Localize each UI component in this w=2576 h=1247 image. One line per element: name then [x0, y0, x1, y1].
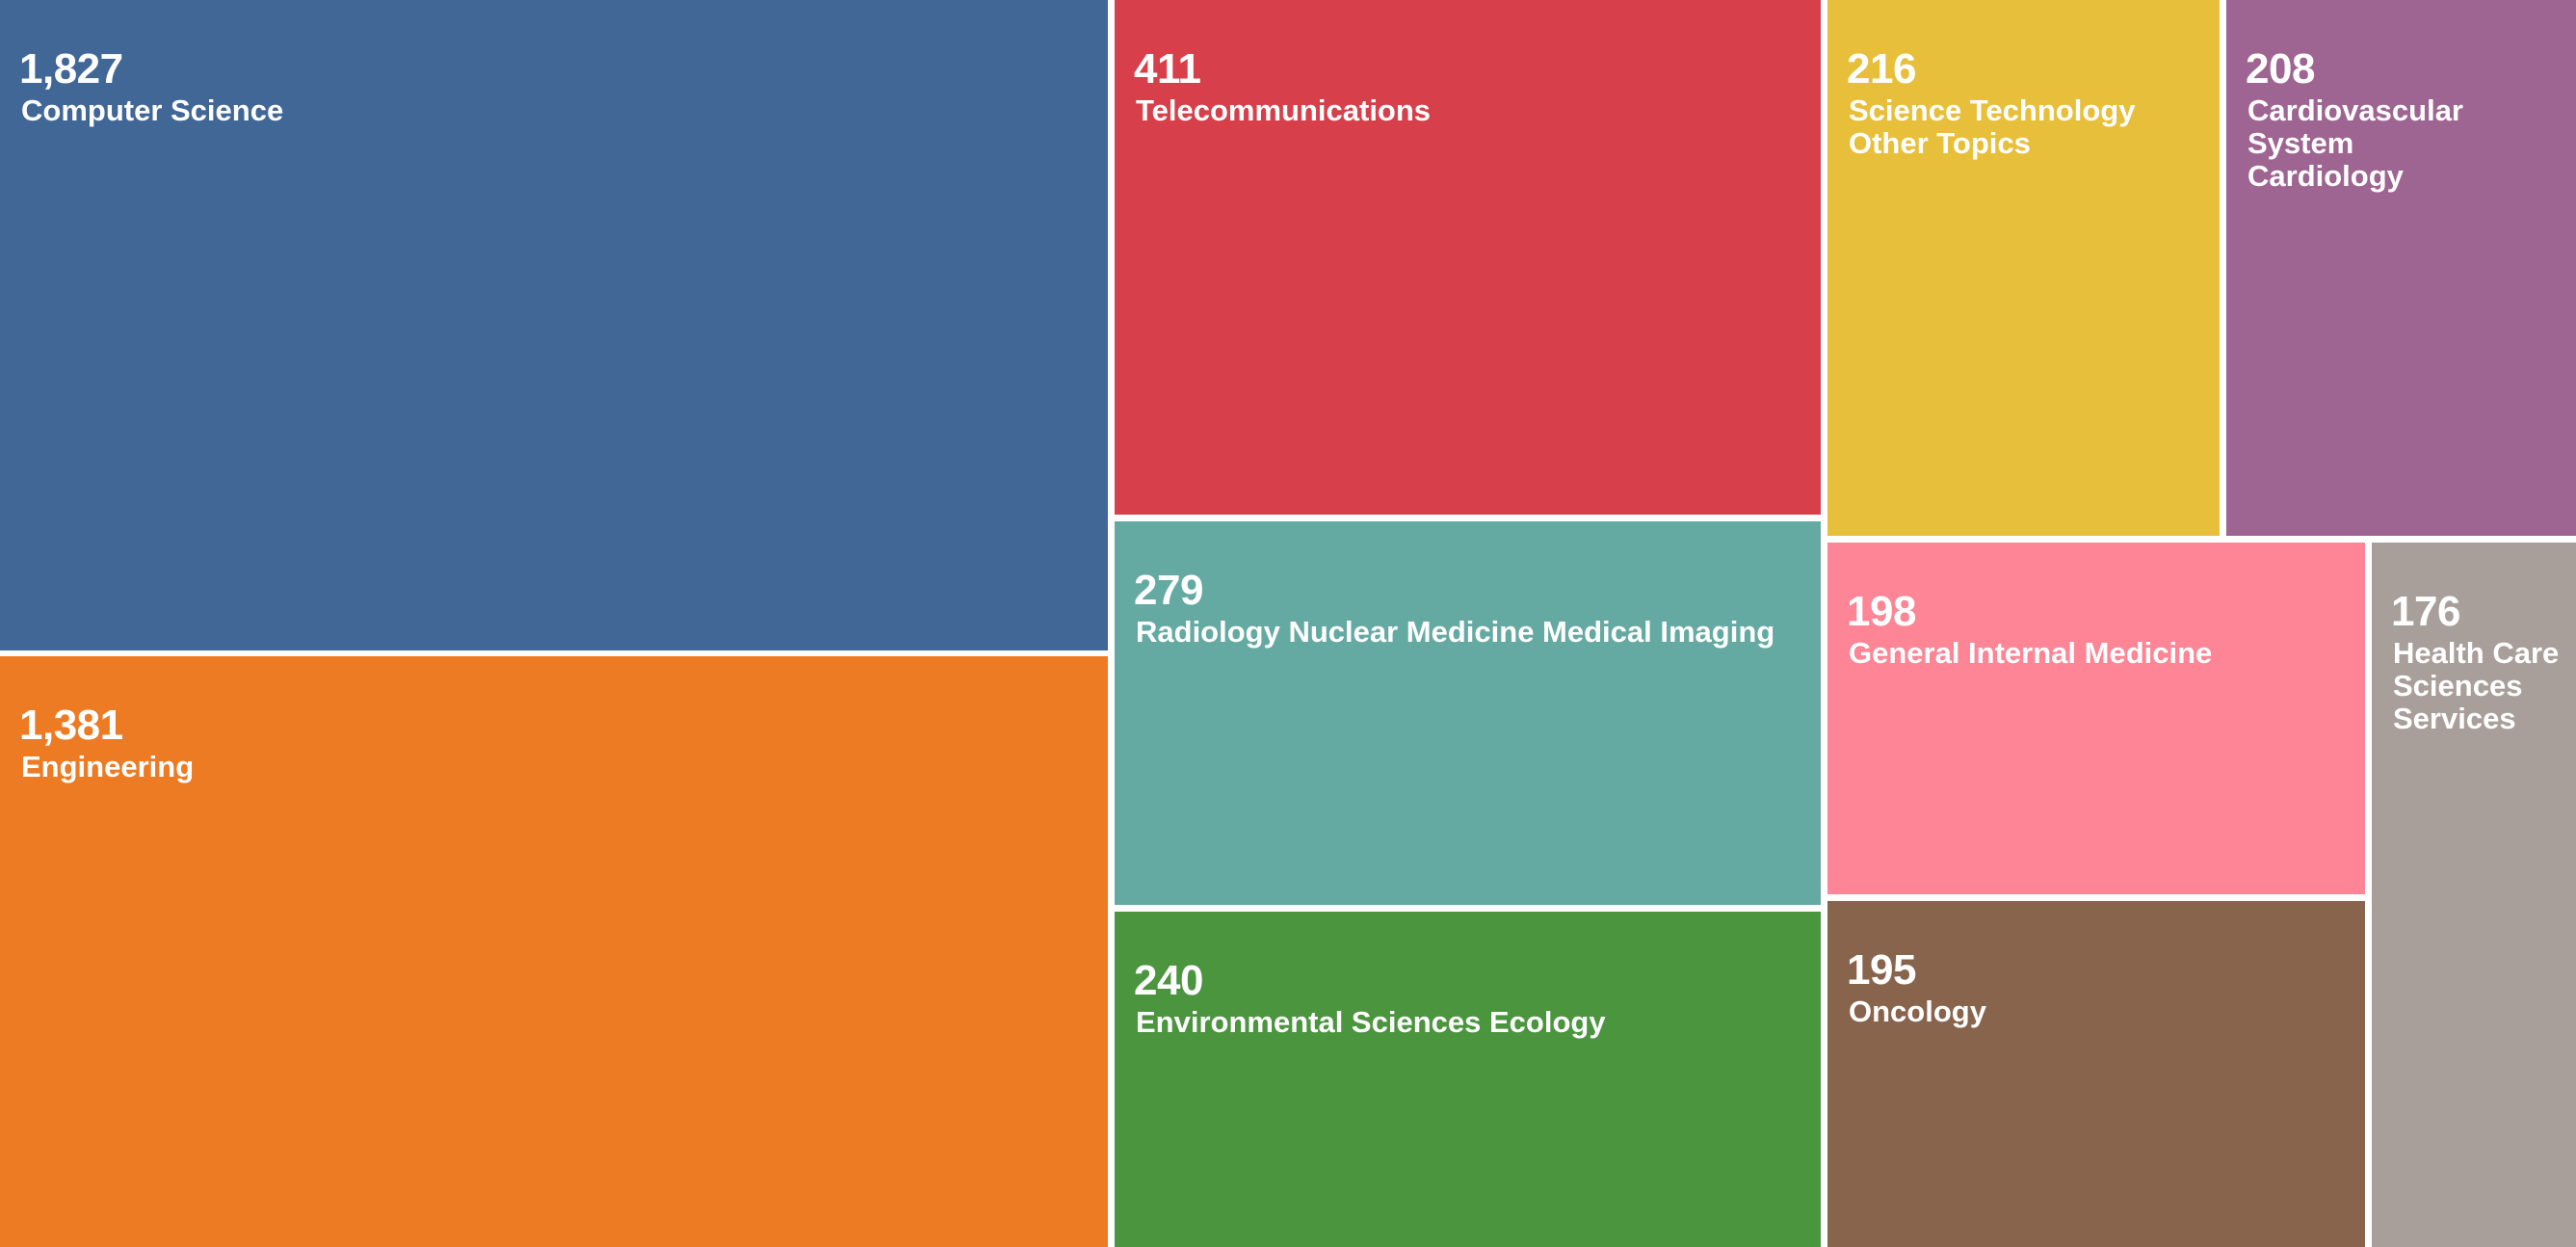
tile-label: Telecommunications [1136, 93, 1432, 127]
tile-general-internal-medicine[interactable]: 198 General Internal Medicine [1827, 543, 2365, 894]
tile-label: Environmental Sciences Ecology [1136, 1005, 1606, 1039]
tile-label: Health Care Sciences Services [2393, 636, 2560, 735]
tile-label: Science Technology Other Topics [1849, 93, 2136, 160]
tile-label: Oncology [1849, 995, 1986, 1028]
tile-label: Radiology Nuclear Medicine Medical Imagi… [1136, 615, 1775, 649]
tile-value: 208 [2246, 45, 2315, 93]
tile-radiology[interactable]: 279 Radiology Nuclear Medicine Medical I… [1115, 521, 1821, 905]
tile-cardiovascular[interactable]: 208 Cardiovascular System Cardiology [2226, 0, 2576, 536]
tile-label: Engineering [21, 750, 195, 783]
tile-health-care-sciences[interactable]: 176 Health Care Sciences Services [2372, 543, 2576, 1247]
tile-oncology[interactable]: 195 Oncology [1827, 901, 2365, 1247]
tile-telecommunications[interactable]: 411 Telecommunications [1115, 0, 1821, 515]
tile-value: 176 [2391, 588, 2460, 635]
tile-value: 1,827 [19, 45, 123, 93]
tile-value: 240 [1134, 957, 1203, 1004]
tile-label: Computer Science [21, 93, 284, 127]
tile-value: 1,381 [19, 702, 123, 749]
tile-engineering[interactable]: 1,381 Engineering [0, 656, 1108, 1247]
tile-environmental-sciences[interactable]: 240 Environmental Sciences Ecology [1115, 912, 1821, 1247]
tile-value: 279 [1134, 567, 1203, 614]
tile-science-technology[interactable]: 216 Science Technology Other Topics [1827, 0, 2220, 536]
tile-value: 195 [1847, 946, 1916, 994]
tile-value: 411 [1134, 45, 1201, 93]
tile-label: Cardiovascular System Cardiology [2247, 93, 2463, 193]
tile-computer-science[interactable]: 1,827 Computer Science [0, 0, 1108, 650]
tile-value: 216 [1847, 45, 1916, 93]
tile-value: 198 [1847, 588, 1916, 635]
tile-label: General Internal Medicine [1849, 636, 2213, 670]
